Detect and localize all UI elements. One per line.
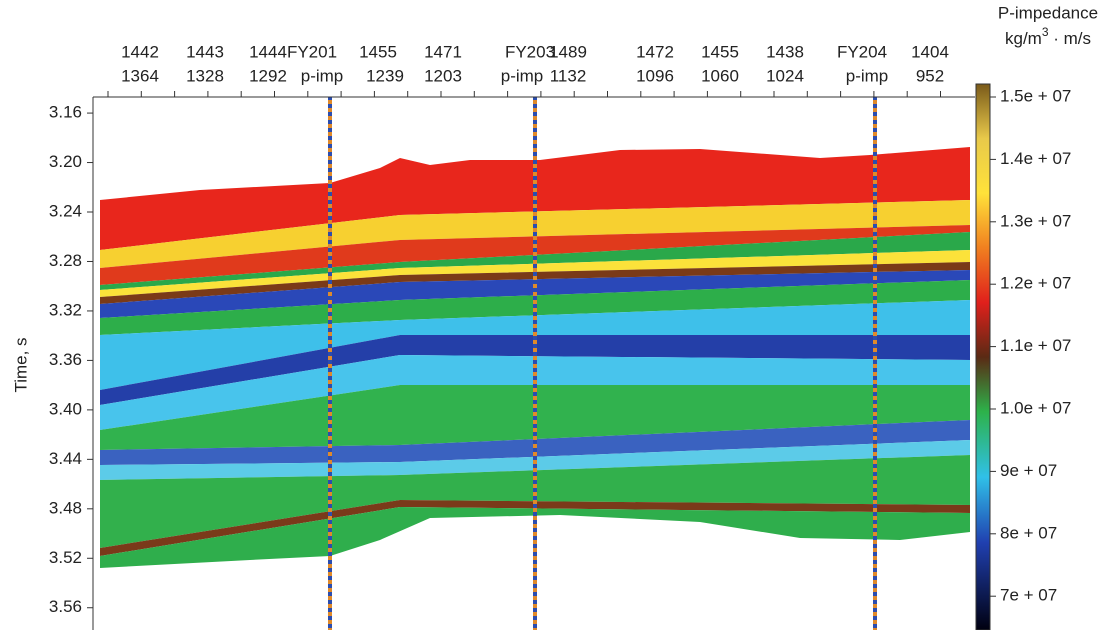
well-log [328, 97, 332, 630]
column-label-bottom: p-imp [846, 66, 889, 85]
column-label-bottom: p-imp [501, 66, 544, 85]
y-tick-label: 3.24 [49, 201, 82, 220]
column-label-top: 1455 [701, 42, 739, 61]
column-label-top: 1471 [424, 42, 462, 61]
column-label-bottom: 1239 [366, 66, 404, 85]
unit-text: · m/s [1049, 29, 1092, 48]
colorbar-label: 9e + 07 [1000, 461, 1057, 480]
column-label-top: 1404 [911, 42, 949, 61]
chart: Time, s P-impedance kg/m3 · m/s 3.16 3.20… [0, 0, 1112, 630]
colorbar-label: 1.0e + 07 [1000, 398, 1071, 417]
colorbar-unit: kg/m3 · m/s [1005, 25, 1091, 48]
colorbar-label: 8e + 07 [1000, 523, 1057, 542]
column-label-top: FY204 [837, 42, 887, 61]
column-label-top: 1438 [766, 42, 804, 61]
column-label-top: 1455 [359, 42, 397, 61]
column-label-bottom: 1096 [636, 66, 674, 85]
top-ticks [108, 91, 941, 97]
unit-text: kg/m [1005, 29, 1042, 48]
column-label-top: 1442 [121, 42, 159, 61]
y-tick-label: 3.56 [49, 597, 82, 616]
well-log [873, 97, 877, 630]
y-tick-label: 3.52 [49, 548, 82, 567]
column-label-bottom: 952 [916, 66, 944, 85]
y-tick-label: 3.28 [49, 251, 82, 270]
colorbar-label: 7e + 07 [1000, 586, 1057, 605]
colorbar-title: P-impedance [998, 3, 1098, 22]
column-label-bottom: p-imp [301, 66, 344, 85]
y-tick-label: 3.20 [49, 152, 82, 171]
column-label-top: 1489 [549, 42, 587, 61]
column-label-top: 1443 [186, 42, 224, 61]
column-label-bottom: 1060 [701, 66, 739, 85]
colorbar-label: 1.1e + 07 [1000, 336, 1071, 355]
column-label-bottom: 1132 [550, 66, 587, 85]
y-axis-label: Time, s [11, 337, 30, 392]
well-log [533, 97, 537, 630]
column-label-bottom: 1292 [249, 66, 287, 85]
column-label-top: FY203 [505, 42, 555, 61]
colorbar-label: 1.4e + 07 [1000, 149, 1071, 168]
column-label-bottom: 1364 [121, 66, 159, 85]
y-tick-label: 3.44 [49, 449, 82, 468]
y-tick-label: 3.36 [49, 350, 82, 369]
colorbar-label: 1.3e + 07 [1000, 211, 1071, 230]
colorbar [976, 84, 990, 630]
y-tick-label: 3.48 [49, 498, 82, 517]
y-tick-label: 3.16 [49, 103, 82, 122]
colorbar-label: 1.2e + 07 [1000, 274, 1071, 293]
column-label-bottom: 1024 [766, 66, 804, 85]
y-tick-label: 3.32 [49, 300, 82, 319]
y-tick-label: 3.40 [49, 399, 82, 418]
column-label-bottom: 1203 [424, 66, 462, 85]
column-label-top: 1444 [249, 42, 287, 61]
column-label-top: 1472 [636, 42, 674, 61]
column-label-top: FY201 [287, 42, 337, 61]
colorbar-label: 1.5e + 07 [1000, 86, 1071, 105]
column-label-bottom: 1328 [186, 66, 224, 85]
